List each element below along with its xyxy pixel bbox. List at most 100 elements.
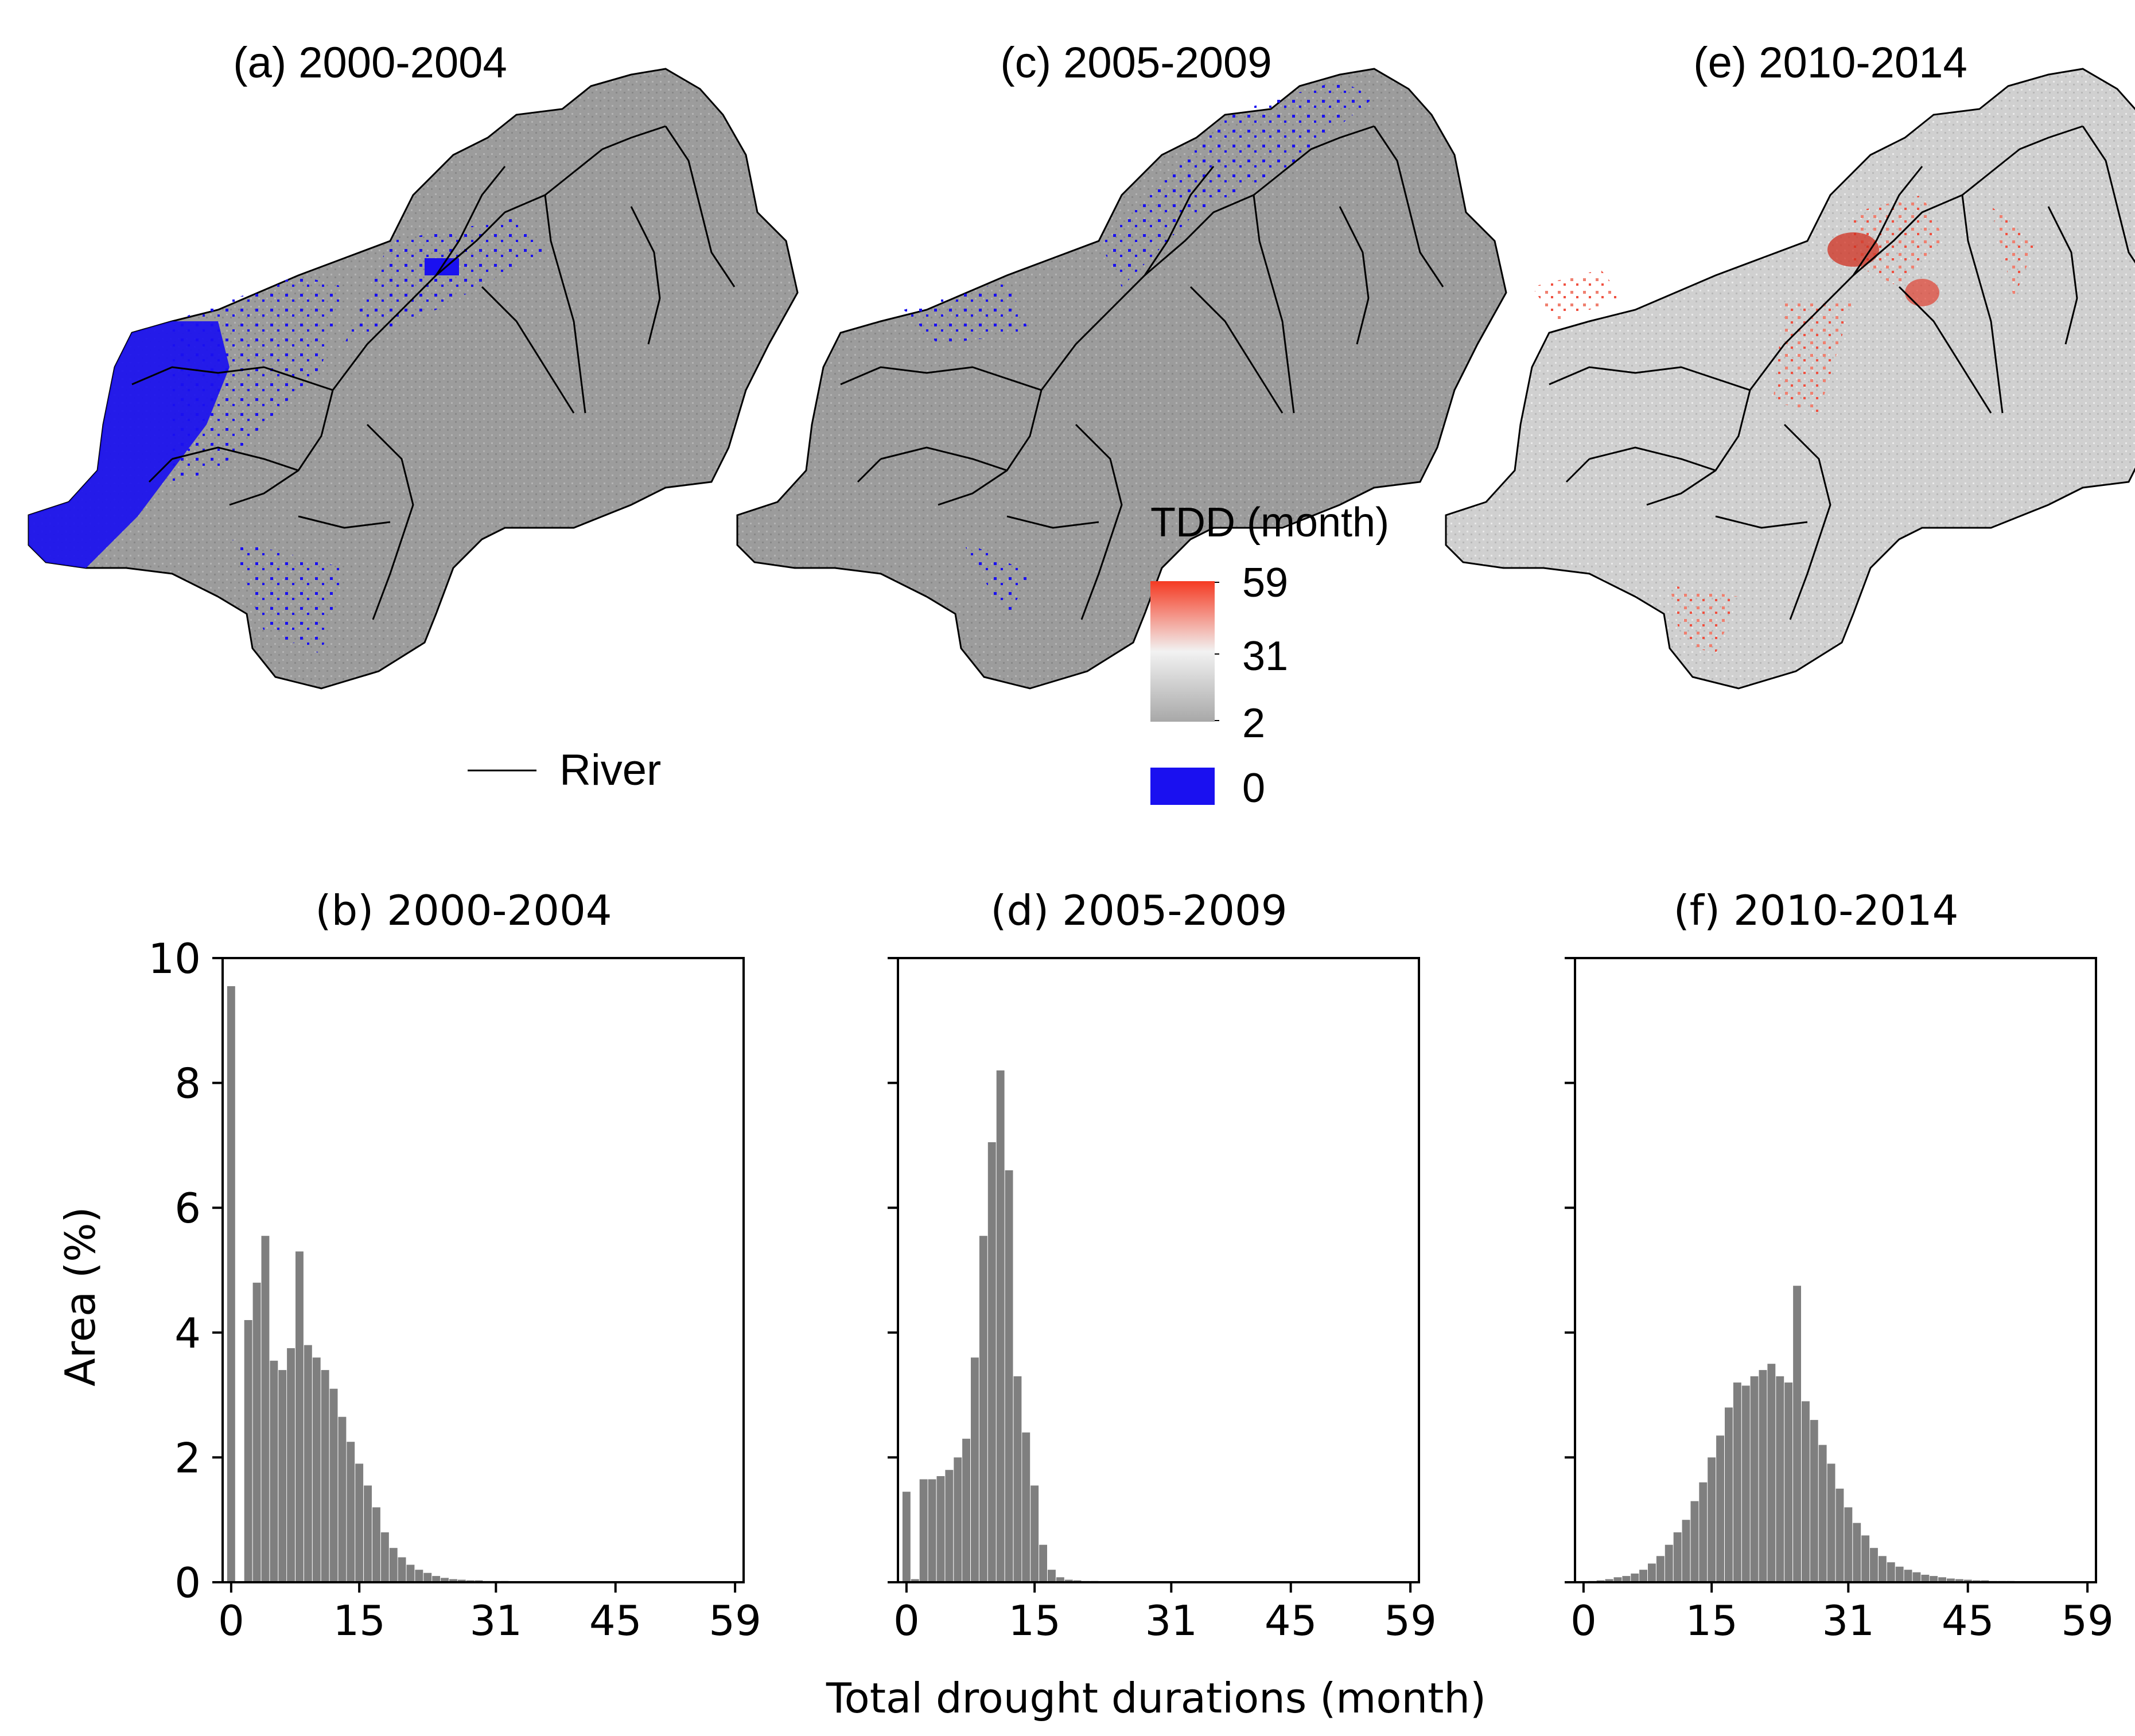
histogram-f-bar bbox=[1912, 1572, 1921, 1582]
histogram-b-bar bbox=[415, 1570, 423, 1582]
histogram-b-bar bbox=[304, 1345, 312, 1582]
histogram-f-bar bbox=[1793, 1286, 1801, 1582]
histogram-d-xtick-label: 59 bbox=[1384, 1597, 1437, 1645]
histogram-f-bar bbox=[1784, 1382, 1793, 1582]
histogram-d-bar bbox=[919, 1479, 928, 1582]
histogram-b-ytick-label: 6 bbox=[174, 1184, 201, 1232]
histogram-b-bar bbox=[372, 1507, 380, 1582]
histogram-b-bar bbox=[406, 1564, 415, 1582]
map-c-no-drought-cells bbox=[904, 80, 1374, 620]
histogram-b-bar bbox=[252, 1282, 261, 1582]
colorbar-tick-31: 31 bbox=[1242, 633, 1288, 679]
histogram-f-bar bbox=[1690, 1501, 1699, 1582]
map-e-high-tdd-cells bbox=[1532, 195, 2037, 654]
histogram-b: (b) 2000-2004 0 15 31 45 59 0 2 4 6 8 10 bbox=[148, 886, 761, 1645]
histogram-b-bar bbox=[398, 1557, 406, 1582]
x-axis-label: Total drought durations (month) bbox=[826, 1674, 1486, 1722]
histogram-f-xtick-label: 15 bbox=[1685, 1597, 1738, 1645]
histogram-f: (f) 2010-2014 0 15 31 45 59 bbox=[1565, 886, 2114, 1645]
histogram-b-ytick-label: 4 bbox=[174, 1309, 201, 1357]
histogram-f-bar bbox=[1878, 1556, 1887, 1582]
map-e: (e) 2010-2014 bbox=[1445, 38, 2135, 690]
histogram-f-bar bbox=[1733, 1382, 1741, 1582]
histogram-b-bar bbox=[423, 1572, 432, 1582]
histogram-d-bar bbox=[971, 1357, 979, 1582]
histogram-f-bar bbox=[1759, 1370, 1767, 1582]
histogram-f-bar bbox=[1716, 1435, 1724, 1582]
histogram-b-bar bbox=[278, 1370, 287, 1582]
histogram-f-bar bbox=[1844, 1507, 1853, 1582]
histogram-b-bar bbox=[389, 1548, 398, 1582]
histogram-f-bar bbox=[1648, 1563, 1656, 1582]
histogram-d-bar bbox=[1013, 1376, 1022, 1582]
histogram-d-bar bbox=[902, 1492, 911, 1582]
histogram-d-title: (d) 2005-2009 bbox=[990, 886, 1287, 935]
histogram-b-bar bbox=[287, 1348, 295, 1582]
histogram-b-bar bbox=[295, 1251, 304, 1582]
histogram-b-bar bbox=[347, 1442, 355, 1582]
colorbar-tick-2: 2 bbox=[1242, 700, 1265, 746]
histogram-d-frame bbox=[897, 957, 1420, 1583]
histogram-f-bar bbox=[1895, 1566, 1904, 1582]
histogram-d-xtick-label: 15 bbox=[1008, 1597, 1061, 1645]
colorbar-legend: TDD (month) 59 31 2 0 bbox=[1150, 500, 1389, 811]
histogram-f-bar bbox=[1930, 1576, 1938, 1582]
histogram-b-xtick-label: 15 bbox=[333, 1597, 386, 1645]
histogram-b-ytick-label: 8 bbox=[174, 1060, 201, 1108]
histogram-d-bar bbox=[1022, 1432, 1030, 1582]
histogram-f-bar bbox=[1741, 1385, 1750, 1582]
histogram-b-ytick-label: 2 bbox=[174, 1434, 201, 1482]
river-legend: River bbox=[468, 746, 661, 795]
histogram-f-bar bbox=[1921, 1574, 1930, 1582]
histogram-b-bar bbox=[441, 1578, 449, 1582]
zero-label: 0 bbox=[1242, 765, 1265, 811]
histogram-f-xtick-label: 31 bbox=[1822, 1597, 1875, 1645]
histogram-f-bar bbox=[1938, 1577, 1946, 1582]
histogram-f-bar bbox=[1665, 1544, 1673, 1582]
histogram-b-frame bbox=[221, 957, 745, 1583]
histogram-d-bar bbox=[1064, 1579, 1073, 1582]
histogram-d-bar bbox=[928, 1479, 936, 1582]
histogram-b-bar bbox=[244, 1320, 252, 1582]
histogram-f-bar bbox=[1818, 1445, 1827, 1582]
map-a-title: (a) 2000-2004 bbox=[233, 38, 507, 87]
histogram-f-frame bbox=[1574, 957, 2097, 1583]
histogram-b-bar bbox=[321, 1370, 329, 1582]
histogram-d-xtick-label: 31 bbox=[1145, 1597, 1198, 1645]
zero-swatch bbox=[1150, 768, 1215, 805]
histogram-f-bar bbox=[1673, 1532, 1682, 1582]
histogram-d-bar bbox=[1039, 1544, 1047, 1582]
histogram-f-bar bbox=[1955, 1579, 1963, 1582]
histogram-f-bar bbox=[1656, 1556, 1665, 1582]
histogram-b-bar bbox=[449, 1579, 457, 1582]
histogram-f-bar bbox=[1835, 1488, 1844, 1582]
histogram-f-bar bbox=[1767, 1364, 1776, 1582]
histogram-d-bar bbox=[987, 1142, 996, 1582]
histogram-f-bar bbox=[1631, 1573, 1639, 1582]
histogram-d-bar bbox=[996, 1070, 1005, 1582]
histogram-b-bar bbox=[432, 1576, 441, 1582]
histogram-f-bar bbox=[1963, 1579, 1972, 1582]
histogram-b-bar bbox=[261, 1236, 270, 1582]
histogram-f-bar bbox=[1639, 1570, 1647, 1582]
map-a: (a) 2000-2004 bbox=[28, 38, 799, 690]
histogram-f-xtick-label: 59 bbox=[2061, 1597, 2114, 1645]
histogram-f-bar bbox=[1699, 1482, 1708, 1582]
histogram-b-bar bbox=[457, 1579, 466, 1582]
histogram-d-bar bbox=[1030, 1485, 1039, 1582]
histogram-f-bar bbox=[1605, 1579, 1613, 1582]
histogram-d-bar bbox=[945, 1470, 954, 1582]
histogram-b-ytick-label: 10 bbox=[148, 935, 201, 983]
histogram-f-bar bbox=[1776, 1376, 1784, 1582]
histogram-f-xtick-label: 0 bbox=[1570, 1597, 1597, 1645]
histogram-f-bar bbox=[1682, 1520, 1690, 1582]
histogram-b-ytick-label: 0 bbox=[174, 1559, 201, 1607]
histogram-f-bar bbox=[1947, 1578, 1955, 1582]
map-a-no-drought-cells bbox=[29, 218, 545, 654]
river-legend-label: River bbox=[559, 746, 661, 795]
histogram-f-bar bbox=[1827, 1463, 1835, 1582]
histogram-f-bar bbox=[1622, 1576, 1631, 1582]
histogram-f-xtick-label: 45 bbox=[1942, 1597, 1994, 1645]
histogram-b-xtick-label: 0 bbox=[218, 1597, 244, 1645]
histogram-d-bar bbox=[979, 1236, 987, 1582]
